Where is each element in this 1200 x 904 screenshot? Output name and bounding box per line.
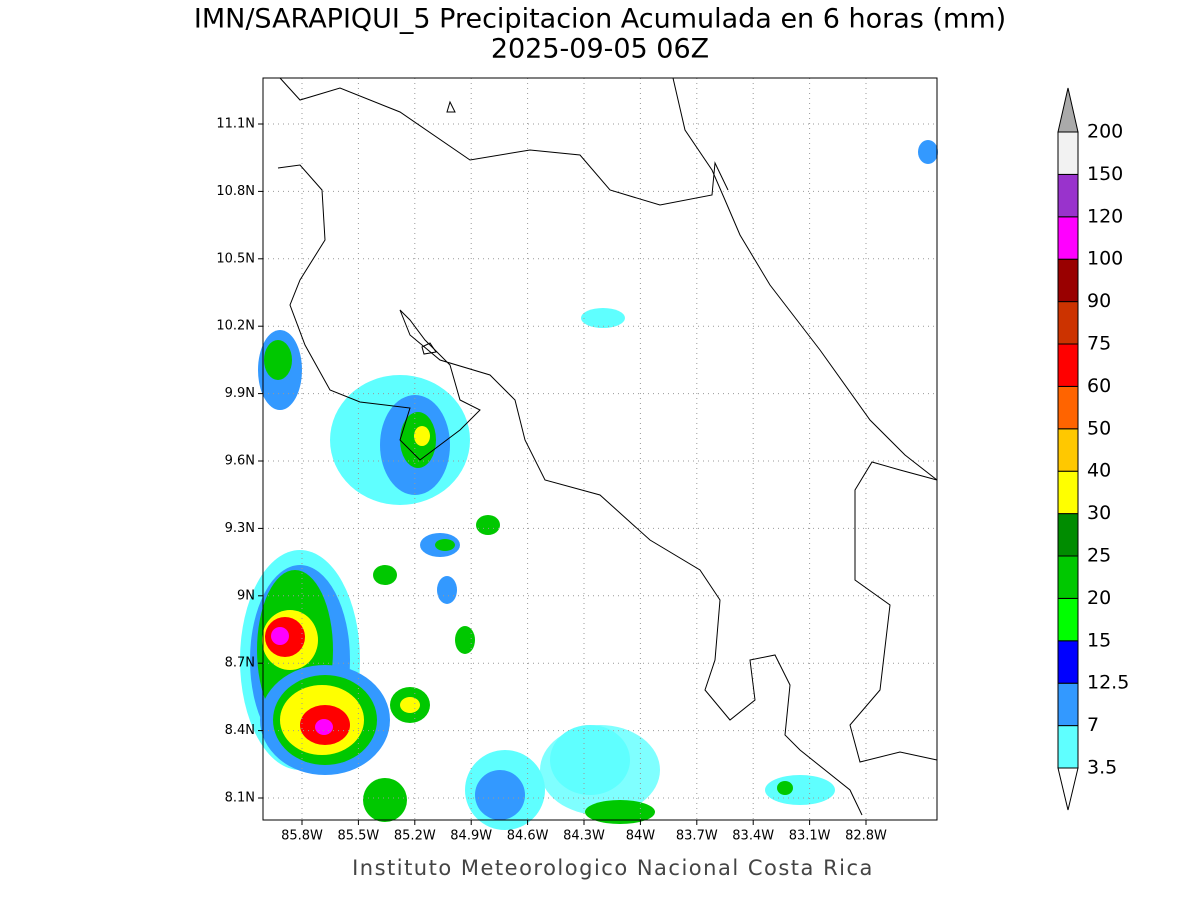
x-tick-label: 85.8W <box>281 829 323 844</box>
colorbar-band <box>1057 216 1079 260</box>
y-tick-label: 8.1N <box>225 791 255 806</box>
title: IMN/SARAPIQUI_5 Precipitacion Acumulada … <box>194 4 1006 35</box>
colorbar-band <box>1057 131 1079 175</box>
colorbar-over <box>1057 87 1079 133</box>
colorbar-band <box>1057 301 1079 345</box>
colorbar-label: 30 <box>1087 502 1111 524</box>
colorbar-band <box>1057 428 1079 472</box>
colorbar-band <box>1057 640 1079 684</box>
x-tick-label: 84.3W <box>563 829 605 844</box>
colorbar-band <box>1057 385 1079 430</box>
x-tick-label: 85.5W <box>337 829 379 844</box>
grid <box>258 78 937 825</box>
y-tick-label: 8.7N <box>225 656 255 671</box>
y-tick-label: 9.3N <box>225 521 255 536</box>
colorbar-band <box>1057 513 1079 557</box>
precip-fields <box>240 140 938 830</box>
colorbar-label: 90 <box>1087 290 1111 312</box>
y-tick-label: 11.1N <box>216 117 255 132</box>
colorbar-band <box>1057 555 1079 599</box>
colorbar-under <box>1057 767 1079 811</box>
colorbar-label: 3.5 <box>1087 757 1117 779</box>
x-tick-label: 82.8W <box>845 829 887 844</box>
x-tick-label: 84.6W <box>507 829 549 844</box>
colorbar-label: 100 <box>1087 248 1123 270</box>
colorbar-label: 50 <box>1087 417 1111 439</box>
colorbar-band <box>1057 343 1079 387</box>
colorbar-label: 12.5 <box>1087 672 1129 694</box>
y-tick-label: 9.9N <box>225 386 255 401</box>
colorbar-label: 40 <box>1087 460 1111 482</box>
colorbar-label: 120 <box>1087 205 1123 227</box>
colorbar-label: 150 <box>1087 163 1123 185</box>
colorbar-label: 7 <box>1087 714 1099 736</box>
colorbar: 3.5 7 12.5 15 20 25 30 40 50 60 75 90 100 120 150 200 <box>1057 87 1129 811</box>
y-tick-label: 8.4N <box>225 723 255 738</box>
map-area <box>240 77 938 830</box>
colorbar-band <box>1057 725 1079 769</box>
colorbar-label: 15 <box>1087 629 1111 651</box>
x-tick-label: 83.7W <box>676 829 718 844</box>
map-frame <box>262 77 938 821</box>
y-tick-label: 9N <box>237 588 255 603</box>
coastlines <box>277 77 938 816</box>
y-tick-label: 10.8N <box>216 184 255 199</box>
colorbar-label: 200 <box>1087 121 1123 143</box>
y-tick-label: 10.5N <box>216 251 255 266</box>
colorbar-band <box>1057 173 1079 218</box>
y-tick-label: 10.2N <box>216 319 255 334</box>
colorbar-band <box>1057 470 1079 515</box>
x-tick-label: 84W <box>626 829 656 844</box>
colorbar-label: 25 <box>1087 545 1111 567</box>
colorbar-label: 60 <box>1087 375 1111 397</box>
x-tick-label: 84.9W <box>450 829 492 844</box>
subtitle: 2025-09-05 06Z <box>491 34 709 65</box>
colorbar-band <box>1057 258 1079 303</box>
colorbar-label: 20 <box>1087 587 1111 609</box>
x-tick-label: 85.2W <box>394 829 436 844</box>
y-tick-label: 9.6N <box>225 454 255 469</box>
colorbar-label: 75 <box>1087 333 1111 355</box>
x-tick-label: 83.1W <box>789 829 831 844</box>
colorbar-band <box>1057 682 1079 727</box>
colorbar-band <box>1057 597 1079 642</box>
credit: Instituto Meteorologico Nacional Costa R… <box>352 856 874 880</box>
x-tick-label: 83.4W <box>732 829 774 844</box>
